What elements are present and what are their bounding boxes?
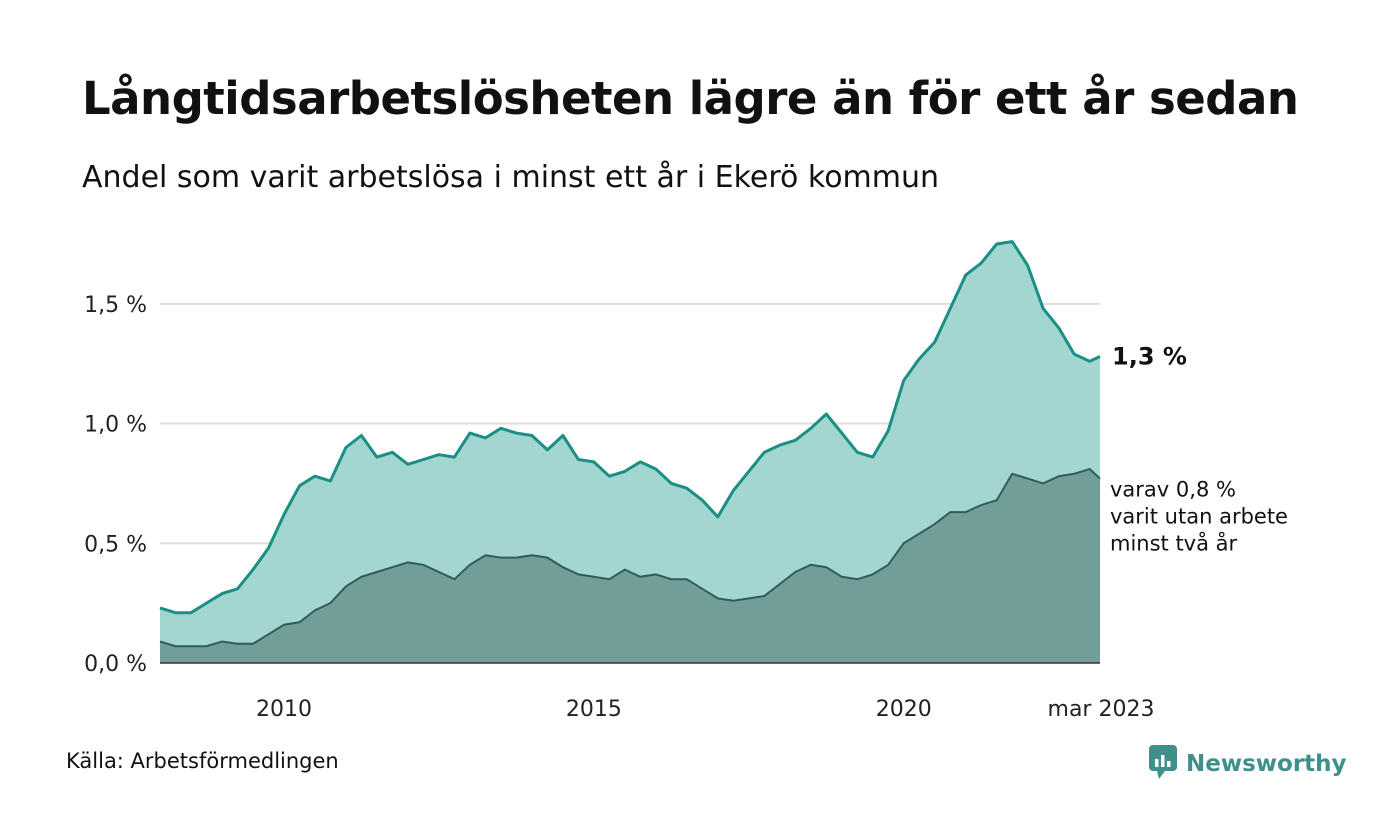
area-total (160, 241, 1100, 663)
x-tick-label: 2010 (256, 697, 312, 722)
end-label-sub-line-2: varit utan arbete (1110, 505, 1288, 529)
end-label-sub-line-1: varav 0,8 % (1110, 478, 1236, 502)
x-tick-label: mar 2023 (1048, 697, 1155, 722)
x-axis: 2010 2015 2020 mar 2023 (256, 697, 1155, 722)
y-axis: 0,0 % 0,5 % 1,0 % 1,5 % (84, 293, 147, 677)
y-tick-label: 1,5 % (84, 293, 147, 318)
x-tick-label: 2015 (566, 697, 622, 722)
end-label-sub: varav 0,8 % varit utan arbete minst två … (1110, 478, 1295, 556)
source-note: Källa: Arbetsförmedlingen (66, 749, 339, 773)
chart-subtitle: Andel som varit arbetslösa i minst ett å… (82, 160, 940, 195)
newsworthy-logo-icon (1148, 744, 1178, 784)
area-sub (160, 469, 1100, 663)
line-total (159, 240, 1101, 615)
x-tick-label: 2020 (876, 697, 932, 722)
brand-name: Newsworthy (1186, 751, 1347, 777)
end-label-total: 1,3 % (1112, 343, 1187, 371)
line-sub (159, 467, 1101, 648)
chart-title: Långtidsarbetslösheten lägre än för ett … (82, 72, 1299, 125)
y-tick-label: 0,0 % (84, 652, 147, 677)
brand-logo[interactable]: Newsworthy (1148, 744, 1347, 784)
end-label-sub-line-3: minst två år (1110, 531, 1238, 556)
y-tick-label: 1,0 % (84, 413, 147, 438)
y-tick-label: 0,5 % (84, 532, 147, 557)
